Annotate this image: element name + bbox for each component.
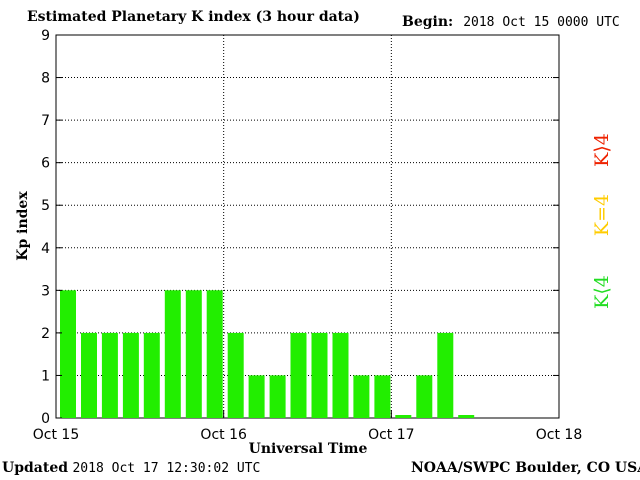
x-tick-label: Oct 16 xyxy=(200,427,247,443)
grid-lines xyxy=(56,35,559,418)
x-tick-label: Oct 15 xyxy=(33,427,79,443)
chart-title: Estimated Planetary K index (3 hour data… xyxy=(27,9,360,25)
legend-item-k-equal-4: K=4 xyxy=(591,194,613,236)
y-tick-label: 5 xyxy=(41,198,50,214)
kp-bar xyxy=(437,332,454,418)
kp-bar xyxy=(206,290,223,418)
kp-bar xyxy=(122,332,139,418)
bars xyxy=(60,290,475,418)
x-ticks: Oct 15 Oct 16 Oct 17 Oct 18 xyxy=(33,410,582,443)
kp-bar xyxy=(269,375,286,418)
kp-bar xyxy=(374,375,391,418)
kp-bar xyxy=(227,332,244,418)
kp-bar xyxy=(311,332,328,418)
y-tick-label: 7 xyxy=(41,113,50,129)
kp-bar xyxy=(143,332,160,418)
plot-frame xyxy=(55,34,560,419)
kp-bar xyxy=(395,415,412,418)
y-tick-label: 9 xyxy=(41,28,50,44)
legend-item-k-greater-4: K⟩4 xyxy=(591,133,613,167)
y-tick-label: 6 xyxy=(41,156,50,172)
kp-bar xyxy=(81,332,97,418)
begin-time: Begin: 2018 Oct 15 0000 UTC xyxy=(402,14,620,30)
x-tick-label: Oct 17 xyxy=(368,427,414,443)
y-axis-label: Kp index xyxy=(15,191,31,261)
kp-bar xyxy=(353,375,370,418)
kp-bar xyxy=(185,290,202,418)
updated-value: 2018 Oct 17 12:30:02 UTC xyxy=(72,461,261,476)
y-tick-label: 0 xyxy=(41,411,50,427)
kp-bar xyxy=(60,290,76,418)
kp-bar xyxy=(416,375,433,418)
y-tick-label: 3 xyxy=(41,283,50,299)
updated-timestamp: Updated 2018 Oct 17 12:30:02 UTC xyxy=(2,460,260,476)
y-tick-label: 2 xyxy=(41,326,50,342)
y-tick-label: 4 xyxy=(41,241,50,257)
kp-bar xyxy=(458,415,475,418)
kp-bar xyxy=(164,290,181,418)
legend-item-k-less-4: K⟨4 xyxy=(591,275,613,309)
y-tick-label: 1 xyxy=(41,368,50,384)
kp-bar xyxy=(290,332,307,418)
credit-line: NOAA/SWPC Boulder, CO USA xyxy=(411,460,640,476)
x-tick-label: Oct 18 xyxy=(536,427,582,443)
x-axis-label: Universal Time xyxy=(249,441,368,457)
kp-bar xyxy=(101,332,118,418)
y-tick-label: 8 xyxy=(41,71,50,87)
kp-bar xyxy=(248,375,265,418)
begin-value: 2018 Oct 15 0000 UTC xyxy=(463,15,620,30)
kp-bar xyxy=(332,332,349,418)
y-ticks: 0 1 2 3 4 5 6 7 8 9 xyxy=(41,28,559,427)
updated-label: Updated xyxy=(2,460,69,476)
begin-label: Begin: xyxy=(402,14,454,30)
